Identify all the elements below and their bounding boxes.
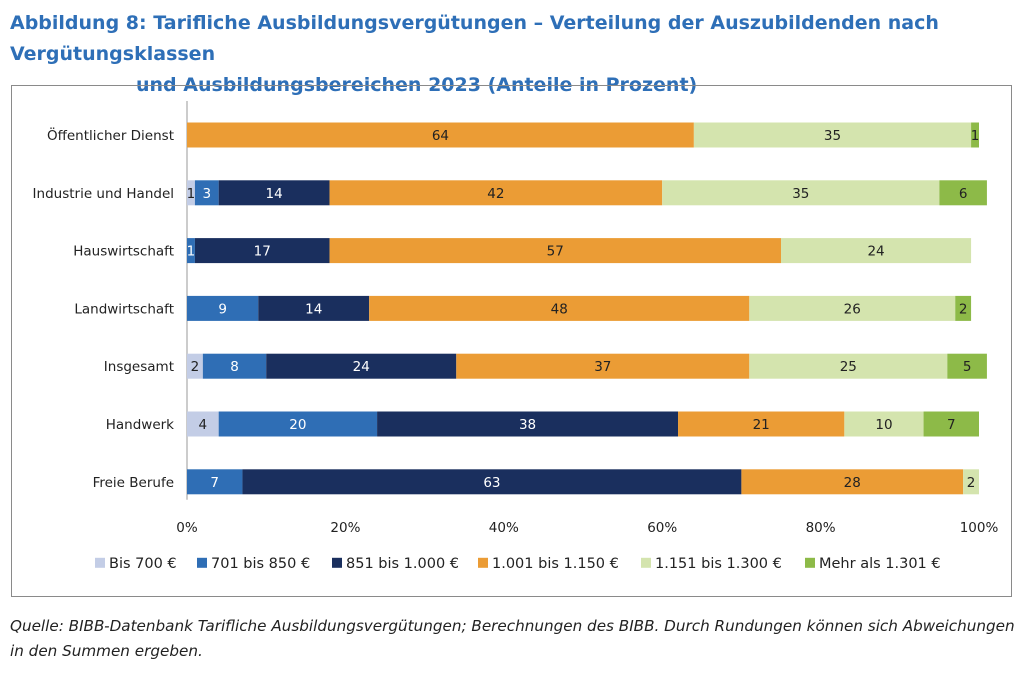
data-label: 42	[487, 186, 504, 202]
data-label: 28	[844, 475, 861, 491]
bar-segment	[187, 295, 259, 321]
bar-segment	[187, 180, 195, 206]
bar-segment	[749, 295, 956, 321]
data-label: 26	[844, 301, 861, 317]
bar-segment	[242, 469, 742, 495]
legend-label: 1.151 bis 1.300 €	[655, 556, 782, 572]
category-label: Hauswirtschaft	[73, 244, 174, 260]
x-tick-label: 80%	[806, 520, 836, 536]
bar-segment	[749, 353, 948, 379]
bar-segment	[187, 469, 243, 495]
bar-segment	[194, 238, 330, 264]
bar-segment	[963, 469, 979, 495]
data-label: 48	[551, 301, 568, 317]
bar-segment	[218, 180, 330, 206]
legend-label: Mehr als 1.301 €	[819, 556, 941, 572]
legend-swatch	[641, 557, 651, 568]
data-label: 20	[289, 417, 306, 433]
data-label: 3	[203, 186, 212, 202]
category-label: Industrie und Handel	[33, 186, 174, 202]
bar-segment	[329, 238, 781, 264]
bar-segment	[456, 353, 750, 379]
x-tick-label: 40%	[489, 520, 519, 536]
bar-segment	[187, 238, 195, 264]
bar-segment	[266, 353, 457, 379]
data-label: 5	[963, 359, 972, 375]
data-label: 10	[875, 417, 892, 433]
legend-label: 701 bis 850 €	[211, 556, 310, 572]
x-tick-label: 20%	[330, 520, 360, 536]
data-label: 8	[230, 359, 239, 375]
bar-segment	[781, 238, 972, 264]
category-label: Handwerk	[106, 417, 174, 433]
bar-segment	[187, 122, 694, 148]
data-label: 4	[199, 417, 208, 433]
bar-segment	[971, 122, 979, 148]
bar-segment	[939, 180, 987, 206]
bar-segment	[377, 411, 679, 437]
data-label: 7	[210, 475, 219, 491]
bar-segment	[693, 122, 972, 148]
legend-label: 1.001 bis 1.150 €	[492, 556, 619, 572]
legend-swatch	[197, 557, 207, 568]
data-label: 1	[971, 128, 980, 144]
legend-swatch	[95, 557, 105, 568]
data-label: 17	[254, 244, 271, 260]
source-note: Quelle: BIBB-Datenbank Tarifliche Ausbil…	[10, 617, 1015, 660]
bar-segment	[194, 180, 219, 206]
data-label: 35	[824, 128, 841, 144]
bar-segment	[955, 295, 972, 321]
data-label: 6	[959, 186, 968, 202]
data-label: 2	[191, 359, 200, 375]
legend-swatch	[478, 557, 488, 568]
bar-segment	[329, 180, 663, 206]
figure-title: Abbildung 8: Tarifliche Ausbildungsvergü…	[10, 8, 1010, 101]
data-label: 14	[305, 301, 322, 317]
legend-label: 851 bis 1.000 €	[346, 556, 459, 572]
x-tick-label: 0%	[176, 520, 198, 536]
bar-segment	[258, 295, 370, 321]
bar-segment	[844, 411, 924, 437]
data-label: 35	[792, 186, 809, 202]
data-label: 57	[547, 244, 564, 260]
data-label: 2	[959, 301, 968, 317]
bar-segment	[678, 411, 845, 437]
data-label: 37	[594, 359, 611, 375]
data-label: 1	[187, 186, 196, 202]
data-label: 38	[519, 417, 536, 433]
data-label: 64	[432, 128, 449, 144]
data-label: 14	[266, 186, 283, 202]
bar-segment	[187, 411, 219, 437]
data-label: 2	[967, 475, 976, 491]
data-label: 25	[840, 359, 857, 375]
data-label: 9	[218, 301, 227, 317]
data-label: 7	[947, 417, 956, 433]
category-label: Insgesamt	[104, 359, 174, 375]
data-label: 63	[483, 475, 500, 491]
bar-segment	[662, 180, 940, 206]
data-label: 24	[867, 244, 884, 260]
bar-segment	[947, 353, 987, 379]
data-label: 24	[353, 359, 370, 375]
data-label: 1	[187, 244, 196, 260]
data-label: 21	[753, 417, 770, 433]
category-label: Landwirtschaft	[74, 301, 174, 317]
bar-segment	[187, 353, 203, 379]
bar-segment	[369, 295, 750, 321]
bar-segment	[218, 411, 378, 437]
bar-segment	[741, 469, 964, 495]
category-label: Öffentlicher Dienst	[47, 126, 174, 144]
bar-segment	[923, 411, 979, 437]
legend-swatch	[332, 557, 342, 568]
bar-segment	[202, 353, 267, 379]
legend-label: Bis 700 €	[109, 556, 177, 572]
x-tick-label: 60%	[647, 520, 677, 536]
legend-swatch	[805, 557, 815, 568]
x-tick-label: 100%	[960, 520, 999, 536]
category-label: Freie Berufe	[93, 475, 174, 491]
chart-frame: Öffentlicher Dienst 64 35 1 Industrie und Ha…	[11, 85, 1012, 597]
figure-title-line1: Abbildung 8: Tarifliche Ausbildungsvergü…	[10, 12, 939, 65]
